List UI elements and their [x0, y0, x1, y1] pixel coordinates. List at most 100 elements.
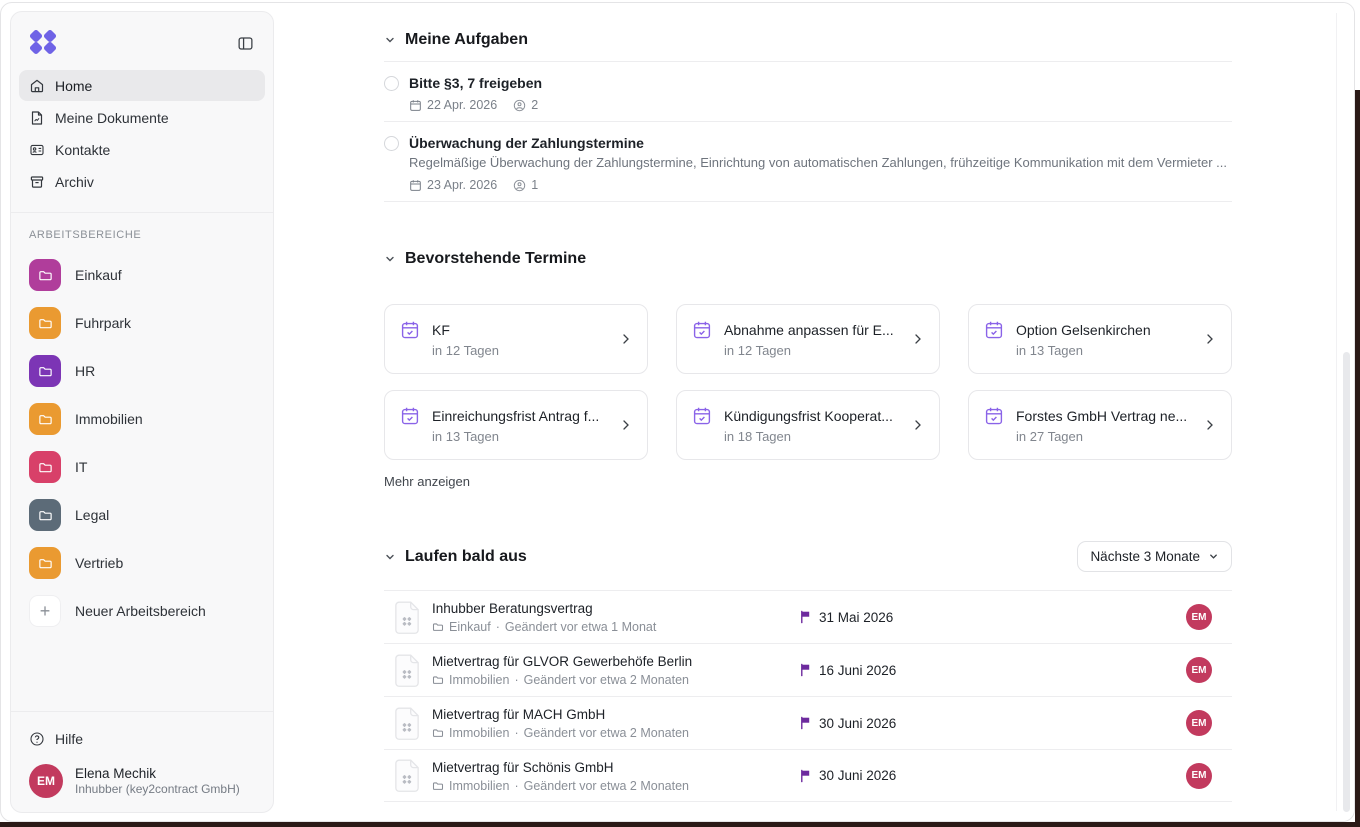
contract-modified: Geändert vor etwa 2 Monaten [523, 726, 689, 740]
folder-icon [29, 355, 61, 387]
task-due-date: 22 Apr. 2026 [427, 98, 498, 112]
contract-modified: Geändert vor etwa 2 Monaten [523, 673, 689, 687]
sidebar: Home Meine Dokumente Kontakte Archiv [10, 11, 274, 813]
contract-owner-avatar: EM [1186, 604, 1212, 630]
task-row[interactable]: Überwachung der Zahlungstermine Regelmäß… [384, 121, 1232, 202]
contract-row[interactable]: Mietvertrag für GLVOR Gewerbehöfe Berlin… [384, 643, 1232, 696]
workspace-item-einkauf[interactable]: Einkauf [19, 251, 265, 299]
tasks-section: Meine Aufgaben Bitte §3, 7 freigeben 22 … [384, 31, 1232, 202]
task-assignee-count: 2 [531, 98, 539, 112]
appointment-card[interactable]: KF in 12 Tagen [384, 304, 648, 374]
folder-icon [29, 259, 61, 291]
appointment-card[interactable]: Kündigungsfrist Kooperat... in 18 Tagen [676, 390, 940, 460]
user-organization: Inhubber (key2contract GmbH) [75, 782, 240, 796]
task-assignee-count: 1 [531, 178, 539, 192]
nav-label: Meine Dokumente [55, 109, 169, 126]
contract-expiry-date: 30 Juni 2026 [819, 715, 897, 731]
workspace-label: IT [75, 459, 88, 475]
task-checkbox[interactable] [384, 136, 399, 151]
meta-separator: · [514, 726, 519, 740]
document-icon [394, 601, 420, 634]
new-workspace-label: Neuer Arbeitsbereich [75, 603, 206, 619]
sidebar-collapse-icon[interactable] [235, 33, 255, 53]
task-due-date: 23 Apr. 2026 [427, 178, 498, 192]
folder-icon [29, 307, 61, 339]
contract-owner-avatar: EM [1186, 710, 1212, 736]
workspace-item-fuhrpark[interactable]: Fuhrpark [19, 299, 265, 347]
expiring-section-title: Laufen bald aus [405, 547, 527, 565]
sidebar-item-meine-dokumente[interactable]: Meine Dokumente [19, 102, 265, 133]
nav-label: Archiv [55, 173, 94, 190]
workspace-item-immobilien[interactable]: Immobilien [19, 395, 265, 443]
contract-expiry-date: 30 Juni 2026 [819, 768, 897, 783]
chevron-down-icon[interactable] [384, 253, 396, 265]
chevron-right-icon [911, 418, 925, 432]
scrollbar-thumb[interactable] [1343, 352, 1350, 812]
contract-workspace: Immobilien [449, 726, 510, 740]
folder-icon [29, 547, 61, 579]
task-row[interactable]: Bitte §3, 7 freigeben 22 Apr. 2026 [384, 61, 1232, 121]
home-icon [29, 78, 45, 94]
new-workspace-button[interactable]: + Neuer Arbeitsbereich [19, 587, 265, 635]
user-avatar: EM [29, 764, 63, 798]
workspace-item-hr[interactable]: HR [19, 347, 265, 395]
sidebar-item-home[interactable]: Home [19, 70, 265, 101]
folder-icon [29, 451, 61, 483]
show-more-link[interactable]: Mehr anzeigen [384, 474, 470, 489]
workspace-item-legal[interactable]: Legal [19, 491, 265, 539]
contract-row[interactable]: Inhubber Beratungsvertrag Einkauf · Geän… [384, 590, 1232, 643]
workspace-item-vertrieb[interactable]: Vertrieb [19, 539, 265, 587]
chevron-down-icon[interactable] [384, 34, 396, 46]
expiring-section: Laufen bald aus Nächste 3 Monate [384, 541, 1232, 802]
folder-outline-icon [432, 621, 444, 633]
folder-icon [29, 499, 61, 531]
flag-icon [799, 610, 812, 624]
help-label: Hilfe [55, 731, 84, 747]
appointment-title: Einreichungsfrist Antrag f... [432, 407, 600, 424]
chevron-down-icon [1208, 551, 1219, 562]
calendar-icon [409, 179, 422, 192]
help-button[interactable]: Hilfe [19, 724, 265, 754]
appointment-due: in 18 Tagen [724, 428, 791, 444]
workspace-label: Legal [75, 507, 110, 523]
appointment-card[interactable]: Abnahme anpassen für E... in 12 Tagen [676, 304, 940, 374]
appointment-title: KF [432, 321, 450, 338]
contract-row[interactable]: Mietvertrag für Schönis GmbH Immobilien … [384, 749, 1232, 802]
contacts-icon [29, 142, 45, 158]
appointment-title: Kündigungsfrist Kooperat... [724, 407, 893, 424]
sidebar-bottom: Hilfe EM Elena Mechik Inhubber (key2cont… [11, 711, 273, 798]
contract-workspace: Einkauf [449, 620, 491, 634]
appointment-due: in 13 Tagen [1016, 342, 1083, 358]
document-icon [394, 654, 420, 687]
desktop-background-edge [1355, 90, 1360, 827]
date-range-dropdown[interactable]: Nächste 3 Monate [1077, 541, 1232, 572]
meta-separator: · [514, 673, 519, 687]
chevron-right-icon [619, 332, 633, 346]
flag-icon [799, 663, 812, 677]
chevron-down-icon[interactable] [384, 551, 396, 563]
assignee-icon [513, 99, 526, 112]
workspaces-heading: ARBEITSBEREICHE [29, 229, 142, 241]
appointment-due: in 12 Tagen [432, 342, 499, 358]
workspace-item-it[interactable]: IT [19, 443, 265, 491]
chevron-right-icon [911, 332, 925, 346]
appointment-card[interactable]: Einreichungsfrist Antrag f... in 13 Tage… [384, 390, 648, 460]
sidebar-item-kontakte[interactable]: Kontakte [19, 134, 265, 165]
task-title: Bitte §3, 7 freigeben [409, 75, 543, 91]
main-content: Meine Aufgaben Bitte §3, 7 freigeben 22 … [275, 3, 1354, 821]
user-profile[interactable]: EM Elena Mechik Inhubber (key2contract G… [19, 754, 265, 798]
contract-title: Inhubber Beratungsvertrag [432, 601, 593, 616]
appointment-card[interactable]: Option Gelsenkirchen in 13 Tagen [968, 304, 1232, 374]
task-checkbox[interactable] [384, 76, 399, 91]
appointment-card[interactable]: Forstes GmbH Vertrag ne... in 27 Tagen [968, 390, 1232, 460]
calendar-check-icon [692, 406, 712, 426]
sidebar-item-archiv[interactable]: Archiv [19, 166, 265, 197]
inhubber-logo [28, 28, 59, 56]
appointments-section-title: Bevorstehende Termine [405, 250, 587, 267]
task-title: Überwachung der Zahlungstermine [409, 135, 644, 151]
calendar-icon [409, 99, 422, 112]
appointment-due: in 12 Tagen [724, 342, 791, 358]
folder-outline-icon [432, 674, 444, 686]
contract-row[interactable]: Mietvertrag für MACH GmbH Immobilien · G… [384, 696, 1232, 749]
calendar-check-icon [400, 320, 420, 340]
